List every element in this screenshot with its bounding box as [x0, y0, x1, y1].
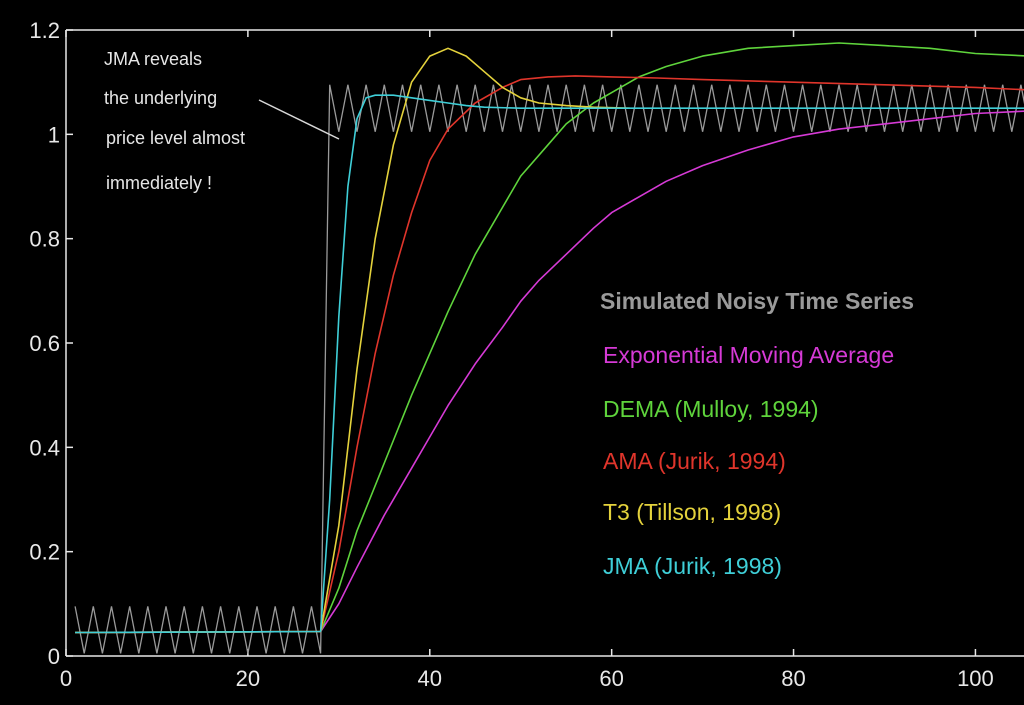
legend-entry-t3: T3 (Tillson, 1998) — [603, 499, 781, 525]
x-tick-label: 20 — [236, 666, 260, 691]
annotation-line-4: immediately ! — [106, 173, 212, 193]
annotation-line-3: price level almost — [106, 128, 245, 148]
x-tick-label: 40 — [418, 666, 442, 691]
annotation-arrow — [258, 99, 340, 140]
y-tick-label: 0 — [48, 644, 60, 669]
legend-entry-dema: DEMA (Mulloy, 1994) — [603, 396, 819, 422]
annotation-line-2: the underlying — [104, 88, 217, 108]
y-tick-label: 1 — [48, 122, 60, 147]
series-t3 — [75, 47, 630, 634]
legend-entry-ema: Exponential Moving Average — [603, 342, 894, 368]
y-tick-label: 0.6 — [29, 331, 60, 356]
series-ema — [75, 110, 1024, 634]
legend-entry-ama: AMA (Jurik, 1994) — [603, 448, 786, 474]
x-tick-label: 0 — [60, 666, 72, 691]
y-tick-label: 0.2 — [29, 540, 60, 565]
series-layer — [74, 42, 1024, 654]
tick-labels: 0 0.2 0.4 0.6 0.8 1 1.2 0 20 40 60 80 100 — [29, 18, 993, 691]
axes — [65, 29, 1024, 657]
y-tick-label: 0.8 — [29, 227, 60, 252]
y-tick-label: 1.2 — [29, 18, 60, 43]
annotation: JMA reveals the underlying price level a… — [104, 49, 340, 193]
series-dema — [75, 42, 1024, 634]
series-jma — [75, 94, 1024, 634]
x-tick-label: 60 — [599, 666, 623, 691]
annotation-line-1: JMA reveals — [104, 49, 202, 69]
x-tick-label: 100 — [957, 666, 994, 691]
legend-entry-jma: JMA (Jurik, 1998) — [603, 553, 782, 579]
y-tick-label: 0.4 — [29, 435, 60, 460]
x-tick-label: 80 — [781, 666, 805, 691]
legend: Simulated Noisy Time Series Exponential … — [600, 288, 914, 579]
legend-entry-noisy: Simulated Noisy Time Series — [600, 288, 914, 314]
